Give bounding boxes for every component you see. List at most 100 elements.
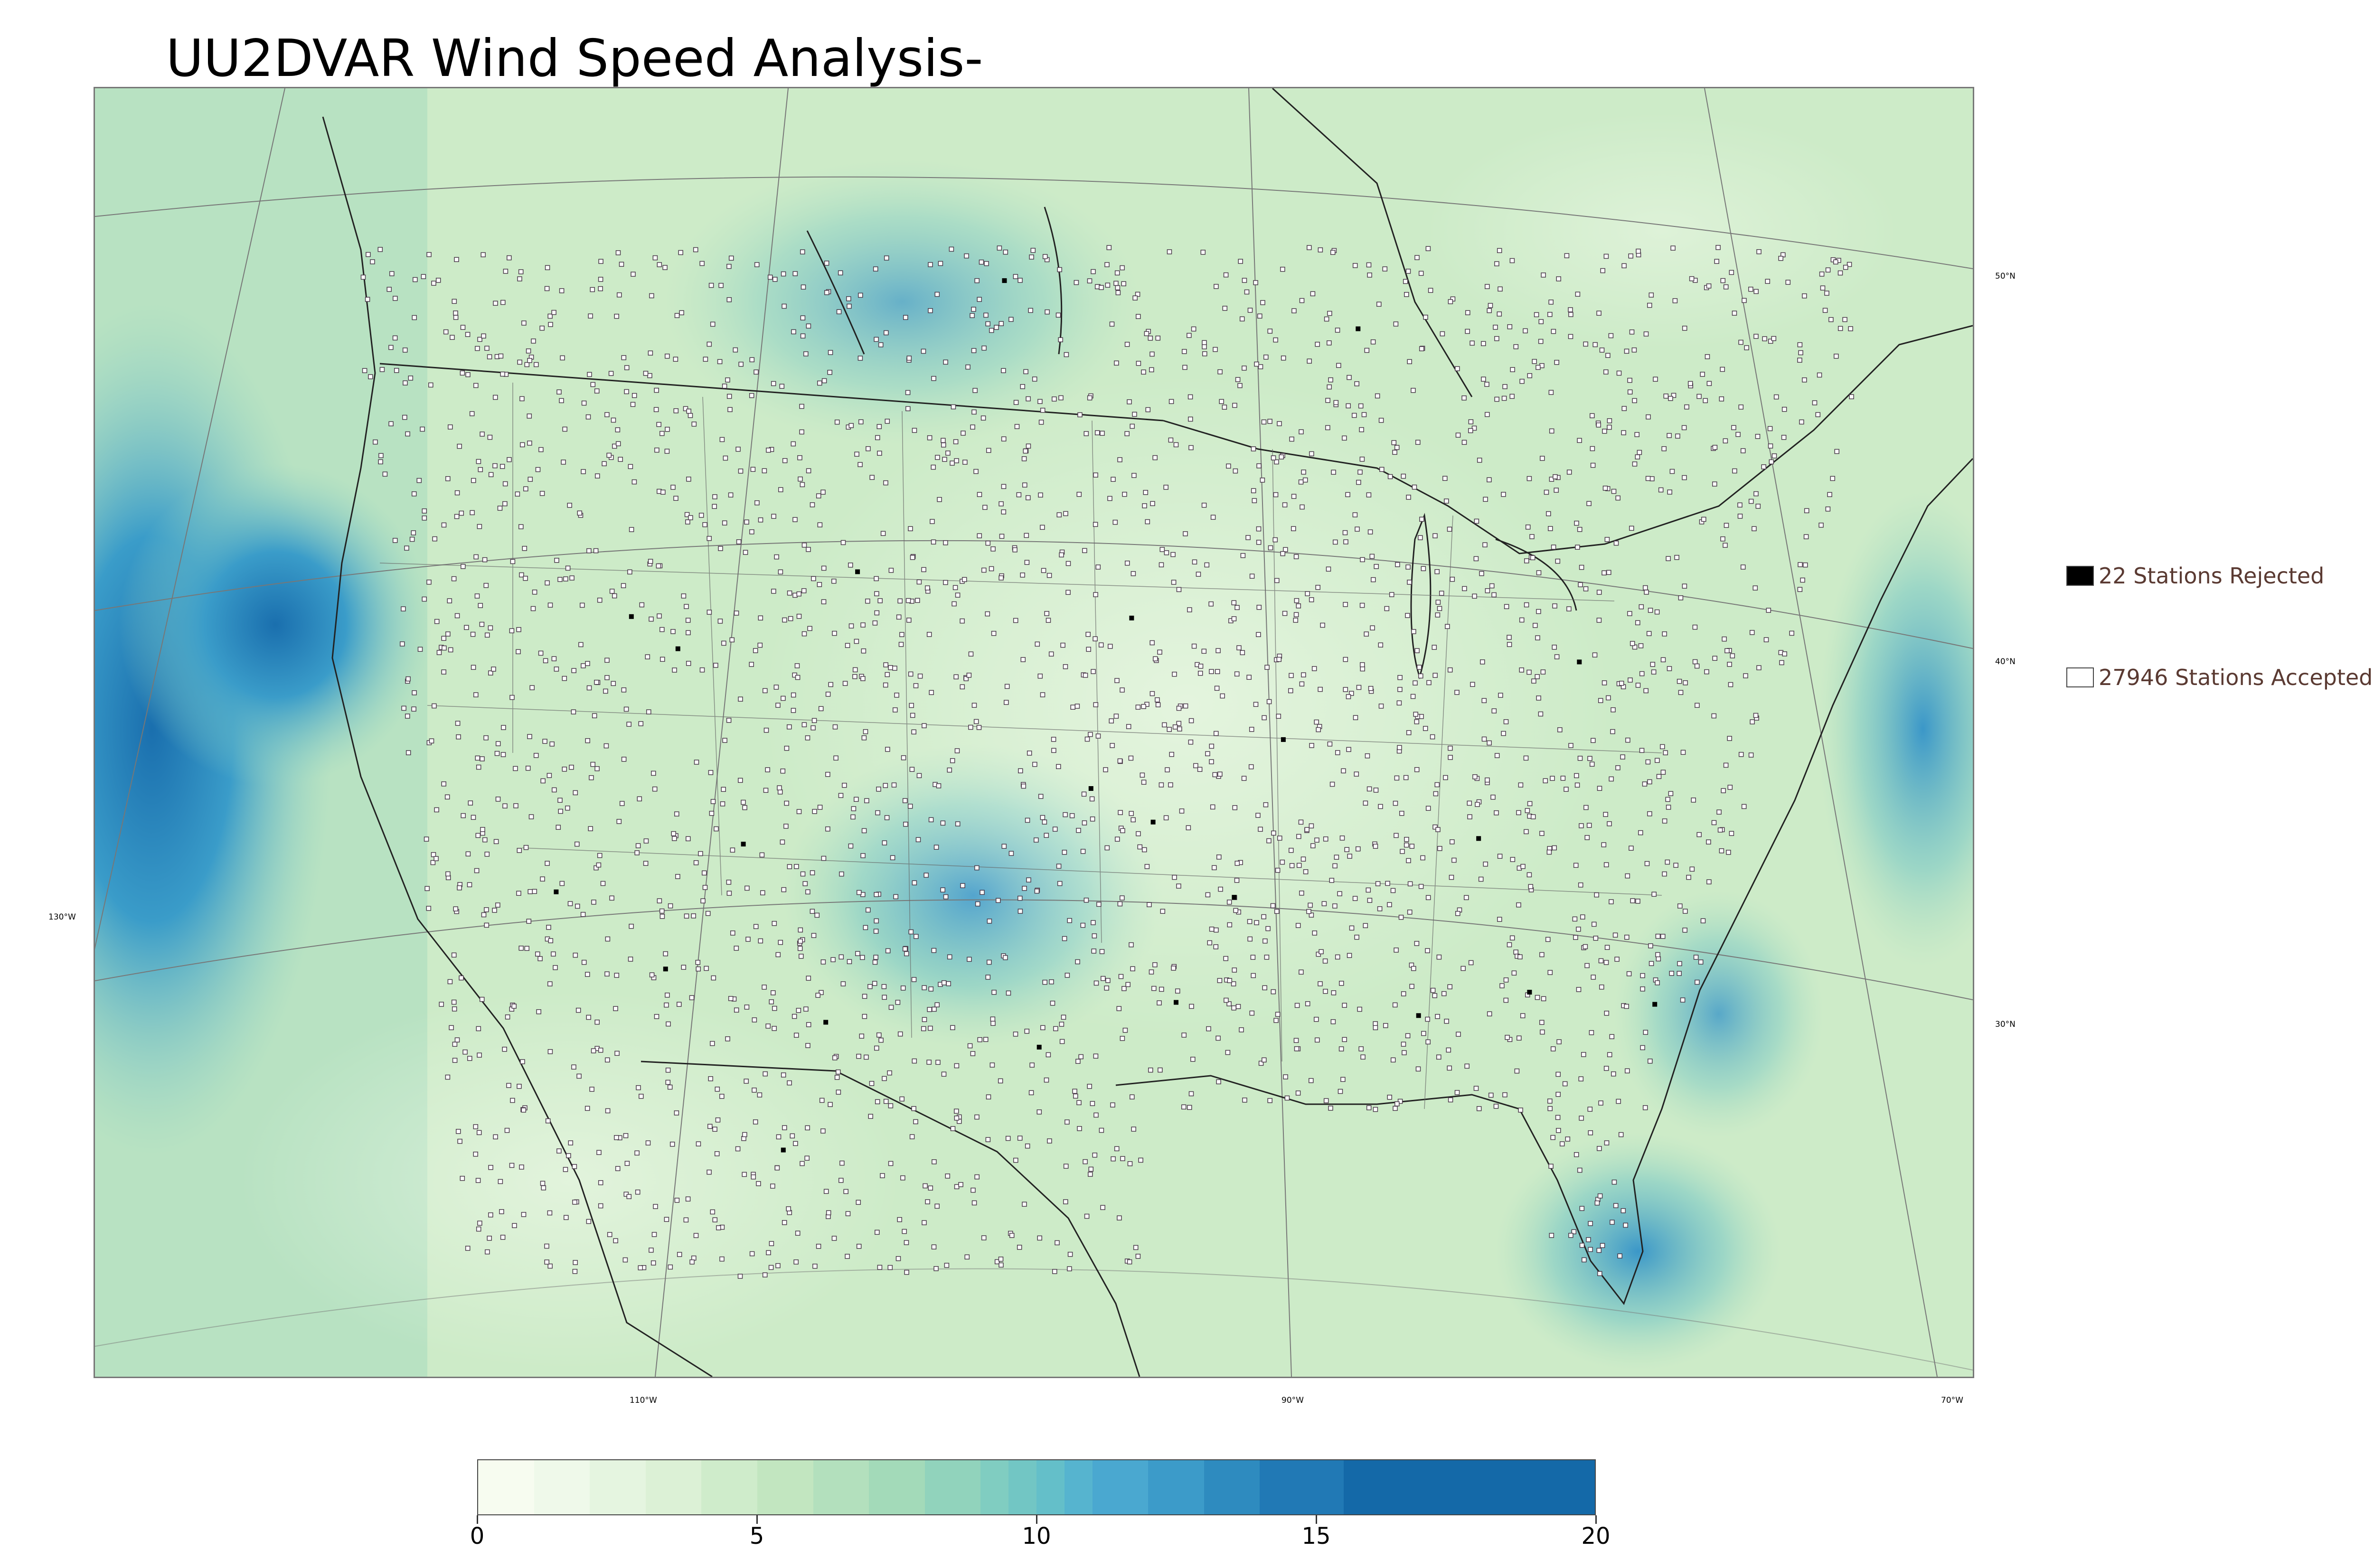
accepted-station-marker (1494, 261, 1499, 266)
accepted-station-marker (638, 721, 644, 726)
accepted-station-marker (1335, 750, 1340, 755)
accepted-station-marker (857, 356, 863, 361)
accepted-station-marker (1003, 955, 1008, 960)
accepted-station-marker (1024, 533, 1029, 538)
accepted-station-marker (1176, 705, 1182, 711)
accepted-station-marker (700, 898, 706, 903)
accepted-station-marker (1520, 1013, 1526, 1018)
accepted-station-marker (1737, 502, 1743, 508)
accepted-station-marker (1264, 955, 1270, 960)
accepted-station-marker (708, 1076, 713, 1081)
accepted-station-marker (521, 1108, 527, 1113)
accepted-station-marker (1001, 436, 1007, 441)
accepted-station-marker (1409, 844, 1415, 849)
accepted-station-marker (1046, 1052, 1051, 1058)
accepted-station-marker (1233, 908, 1238, 913)
accepted-station-marker (1349, 691, 1354, 696)
accepted-station-marker (1546, 511, 1551, 516)
accepted-station-marker (1216, 1079, 1221, 1085)
accepted-station-marker (1022, 482, 1027, 488)
accepted-station-marker (1583, 586, 1589, 592)
accepted-station-marker (800, 315, 806, 320)
accepted-station-marker (1152, 962, 1158, 967)
accepted-station-marker (473, 383, 479, 388)
accepted-station-marker (1279, 454, 1284, 460)
accepted-station-marker (605, 1057, 610, 1063)
accepted-station-marker (1433, 791, 1439, 797)
accepted-station-marker (1293, 612, 1299, 618)
accepted-station-marker (1822, 308, 1828, 313)
map-frame[interactable] (94, 87, 1974, 1378)
accepted-station-marker (565, 565, 571, 571)
accepted-station-marker (1474, 518, 1479, 524)
rejected-station-marker (629, 614, 634, 619)
accepted-station-marker (1236, 645, 1242, 650)
accepted-station-marker (1609, 1034, 1615, 1039)
accepted-station-marker (1092, 933, 1097, 939)
accepted-station-marker (1677, 678, 1682, 684)
accepted-station-marker (792, 517, 798, 522)
accepted-station-marker (726, 297, 732, 302)
accepted-station-marker (1360, 666, 1365, 672)
accepted-station-marker (805, 1125, 810, 1131)
accepted-station-marker (1126, 724, 1131, 729)
accepted-station-marker (1540, 456, 1545, 461)
accepted-station-marker (1234, 605, 1240, 610)
accepted-station-marker (775, 703, 781, 708)
accepted-station-marker (1447, 526, 1452, 532)
accepted-station-marker (1403, 775, 1409, 780)
accepted-station-marker (1037, 1235, 1042, 1241)
accepted-station-marker (729, 637, 735, 643)
accepted-station-marker (1491, 708, 1497, 714)
accepted-station-marker (845, 1211, 851, 1216)
accepted-station-marker (581, 663, 586, 668)
accepted-station-marker (787, 864, 792, 869)
accepted-station-marker (1665, 797, 1670, 802)
rejected-station-marker (1088, 786, 1093, 791)
accepted-station-marker (798, 476, 803, 482)
accepted-station-marker (683, 1217, 689, 1223)
accepted-station-marker (1040, 407, 1046, 413)
accepted-station-marker (1828, 317, 1834, 322)
accepted-station-marker (1632, 398, 1637, 404)
accepted-station-marker (1667, 666, 1672, 671)
accepted-station-marker (1602, 570, 1607, 576)
accepted-station-marker (1364, 347, 1370, 353)
accepted-station-marker (1264, 665, 1270, 670)
rejected-station-marker (1174, 1000, 1178, 1005)
accepted-station-marker (1397, 675, 1403, 680)
accepted-station-marker (507, 457, 512, 462)
accepted-station-marker (1639, 604, 1644, 610)
accepted-station-marker (823, 1189, 829, 1194)
accepted-station-marker (709, 811, 715, 816)
accepted-station-marker (1224, 997, 1229, 1003)
accepted-station-marker (1599, 347, 1605, 353)
accepted-station-marker (1366, 1105, 1372, 1110)
accepted-station-marker (900, 986, 906, 991)
legend-accepted: 27946 Stations Accepted (2066, 665, 2373, 690)
accepted-station-marker (457, 1138, 462, 1144)
colorbar-segment (1036, 1460, 1065, 1514)
accepted-station-marker (1827, 492, 1832, 498)
colorbar-tick (1036, 1515, 1037, 1524)
accepted-station-marker (1364, 631, 1369, 637)
accepted-station-marker (643, 838, 649, 844)
accepted-station-marker (1052, 826, 1058, 832)
accepted-station-marker (521, 320, 527, 326)
accepted-station-marker (1005, 1136, 1011, 1141)
accepted-station-marker (828, 682, 833, 687)
accepted-station-marker (941, 442, 946, 448)
accepted-station-marker (1323, 988, 1328, 994)
accepted-station-marker (1141, 369, 1146, 375)
accepted-station-marker (888, 1005, 894, 1010)
accepted-station-marker (1573, 863, 1579, 868)
accepted-station-marker (686, 661, 691, 666)
accepted-station-marker (1640, 973, 1645, 978)
wind-speed-map[interactable] (95, 88, 1973, 1377)
accepted-station-marker (1663, 750, 1668, 755)
accepted-station-marker (1481, 736, 1487, 742)
accepted-station-marker (527, 358, 532, 363)
accepted-station-marker (1100, 1205, 1105, 1210)
accepted-station-marker (880, 1173, 885, 1178)
accepted-station-marker (518, 946, 524, 951)
